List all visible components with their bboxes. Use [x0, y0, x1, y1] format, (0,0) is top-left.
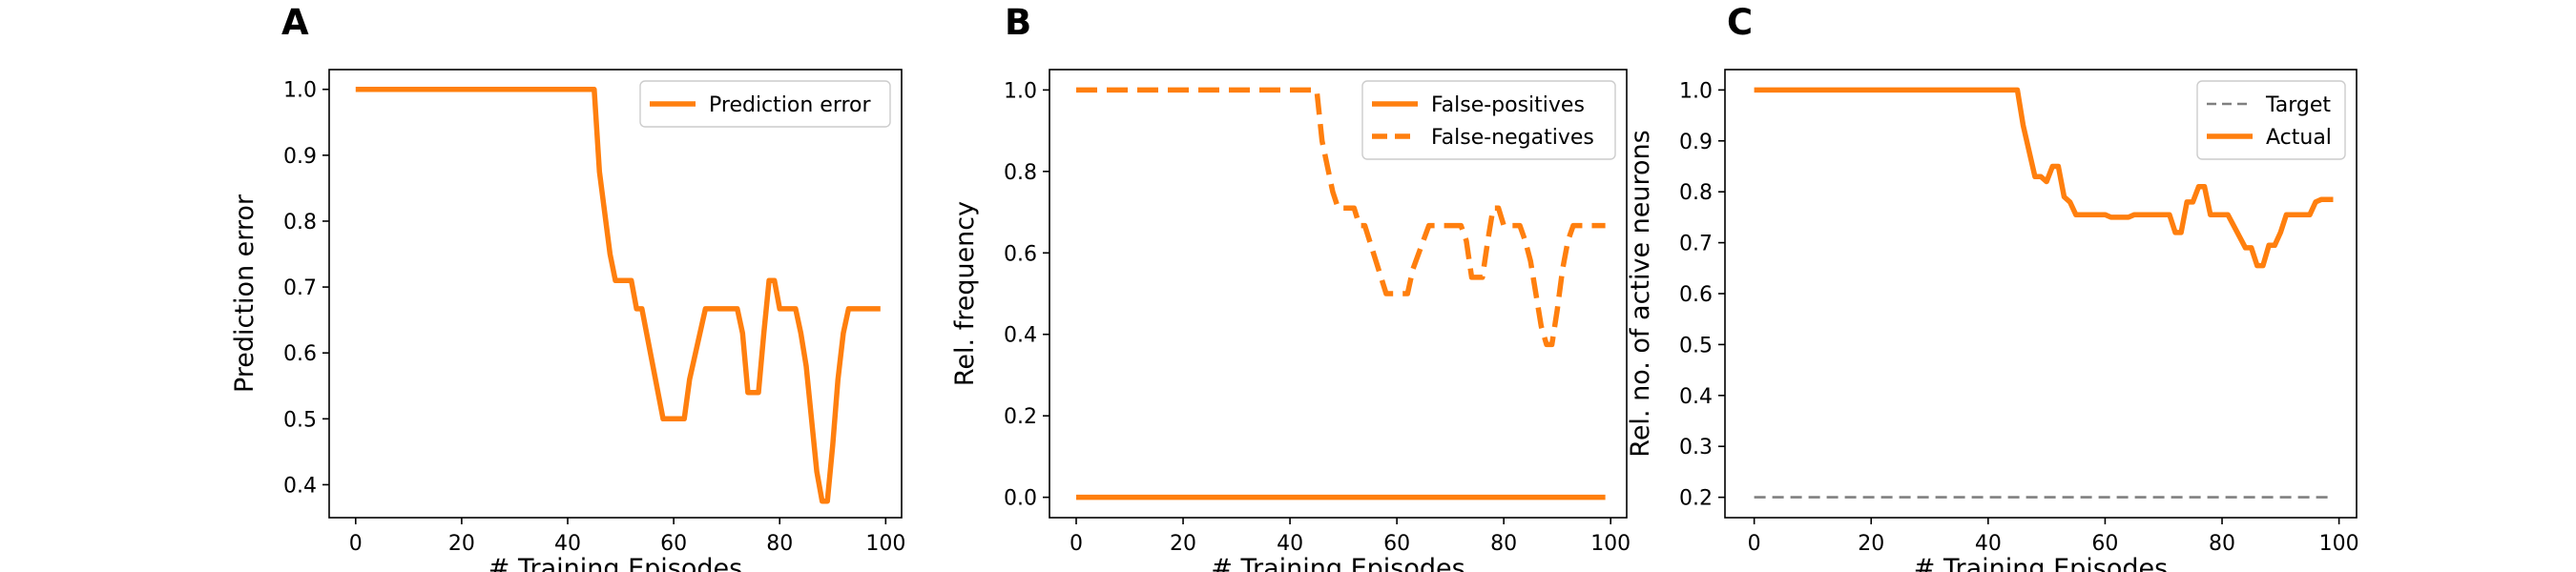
x-tick-label: 20 [448, 532, 475, 556]
y-tick-label: 0.5 [283, 408, 317, 432]
x-tick-label: 40 [554, 532, 581, 556]
y-tick-label: 0.9 [1679, 131, 1713, 154]
x-tick-label: 60 [660, 532, 687, 556]
x-axis-label: # Training Episodes [488, 554, 742, 572]
y-tick-label: 0.0 [1004, 487, 1037, 511]
y-tick-label: 0.8 [283, 211, 317, 235]
x-tick-label: 0 [1070, 532, 1083, 556]
legend: Target Actual [2196, 80, 2346, 160]
x-tick-label: 80 [2209, 532, 2235, 556]
x-axis-label: # Training Episodes [1211, 554, 1465, 572]
y-axis-label: Prediction error [230, 194, 260, 393]
panel-a: A 0 20 40 60 80 100 0.4 0.5 0.6 0.7 0.8 0.9 1.0 # Trai… [230, 2, 905, 572]
legend-label: False-positives [1431, 93, 1585, 117]
legend-box [2196, 80, 2346, 160]
x-axis-label: # Training Episodes [1914, 554, 2168, 572]
panel-b: B 0 20 40 60 80 100 0.0 0.2 0.4 0.6 0.8 1.0 # Trainin… [950, 2, 1631, 572]
y-tick-label: 0.8 [1004, 161, 1037, 185]
x-tick-label: 100 [2319, 532, 2359, 556]
plot-frame [328, 69, 903, 519]
x-tick-label: 40 [1975, 532, 2002, 556]
x-tick-label: 60 [2091, 532, 2118, 556]
y-tick-label: 1.0 [1004, 79, 1037, 103]
y-tick-label: 0.6 [283, 342, 317, 366]
legend: False-positives False-negatives [1361, 80, 1616, 160]
series-line-actual [1754, 87, 2334, 269]
x-tick-label: 100 [1590, 532, 1631, 556]
y-tick-label: 0.8 [1679, 181, 1713, 205]
panel-letter: B [1005, 2, 1031, 43]
y-tick-label: 0.2 [1004, 405, 1037, 429]
x-tick-label: 100 [865, 532, 905, 556]
panel-letter: C [1727, 2, 1753, 43]
y-axis-label: Rel. frequency [950, 201, 980, 386]
y-tick-label: 0.4 [1004, 324, 1037, 348]
y-tick-label: 0.4 [1679, 385, 1713, 409]
x-tick-label: 40 [1277, 532, 1303, 556]
x-tick-label: 0 [349, 532, 363, 556]
y-tick-label: 1.0 [283, 79, 317, 103]
legend-label: Prediction error [709, 93, 871, 117]
y-tick-label: 0.7 [1679, 233, 1713, 256]
x-tick-label: 80 [766, 532, 793, 556]
series-line-false-negatives [1076, 87, 1606, 348]
plot-frame [1049, 69, 1628, 519]
y-tick-label: 0.6 [1004, 242, 1037, 266]
legend-label: Actual [2266, 126, 2332, 150]
panel-letter: A [281, 2, 309, 43]
legend-box [1361, 80, 1616, 160]
y-tick-label: 0.5 [1679, 334, 1713, 358]
y-tick-label: 0.3 [1679, 436, 1713, 460]
y-tick-label: 1.0 [1679, 79, 1713, 103]
y-axis-label: Rel. no. of active neurons [1626, 130, 1655, 457]
y-tick-label: 0.6 [1679, 283, 1713, 307]
y-tick-label: 0.7 [283, 276, 317, 300]
x-tick-label: 0 [1748, 532, 1761, 556]
x-tick-label: 80 [1490, 532, 1517, 556]
legend-label: False-negatives [1431, 126, 1594, 150]
y-tick-label: 0.2 [1679, 487, 1713, 511]
x-tick-label: 20 [1170, 532, 1196, 556]
series-line-prediction-error [355, 86, 881, 504]
y-tick-label: 0.4 [283, 474, 317, 498]
legend-box [639, 80, 891, 128]
y-tick-label: 0.9 [283, 145, 317, 169]
legend-label: Target [2265, 93, 2331, 117]
panel-c: C 0 20 40 60 80 100 0.2 0.3 0.4 0.5 0.6 0.7 0.8 0.9 1.0… [1626, 2, 2359, 572]
x-tick-label: 20 [1858, 532, 1884, 556]
x-tick-label: 60 [1383, 532, 1410, 556]
legend: Prediction error [639, 80, 891, 128]
